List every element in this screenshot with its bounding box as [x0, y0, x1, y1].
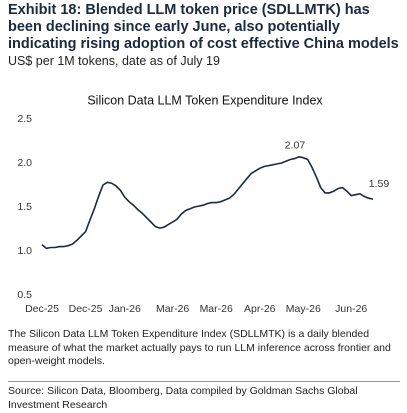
chart: Silicon Data LLM Token Expenditure Index… — [17, 93, 390, 315]
x-tick-label: Mar-26 — [156, 303, 189, 315]
line-series — [41, 155, 374, 250]
source: Source: Silicon Data, Bloomberg, Data co… — [8, 381, 400, 412]
peak-label: 2.07 — [285, 140, 306, 152]
footnote: The Silicon Data LLM Token Expenditure I… — [8, 328, 391, 367]
exhibit-title: Exhibit 18: Blended LLM token price (SDL… — [8, 2, 399, 52]
x-tick-label: Mar-26 — [200, 303, 233, 315]
y-tick-label: 1.5 — [17, 201, 32, 213]
x-tick-label: Dec-25 — [25, 303, 59, 315]
chart-title: Silicon Data LLM Token Expenditure Index — [87, 93, 323, 107]
y-tick-label: 1.0 — [17, 245, 32, 257]
x-tick-label: Dec-25 — [69, 303, 103, 315]
x-tick-label: Jun-26 — [335, 303, 367, 315]
x-tick-label: Jan-26 — [109, 303, 141, 315]
last-label: 1.59 — [369, 178, 390, 190]
x-tick-label: May-26 — [286, 303, 321, 315]
subtitle: US$ per 1M tokens, date as of July 19 — [8, 54, 220, 68]
y-tick-label: 0.5 — [17, 289, 32, 301]
y-tick-label: 2.5 — [17, 113, 32, 125]
y-tick-label: 2.0 — [17, 157, 32, 169]
x-tick-label: Apr-26 — [244, 303, 276, 315]
